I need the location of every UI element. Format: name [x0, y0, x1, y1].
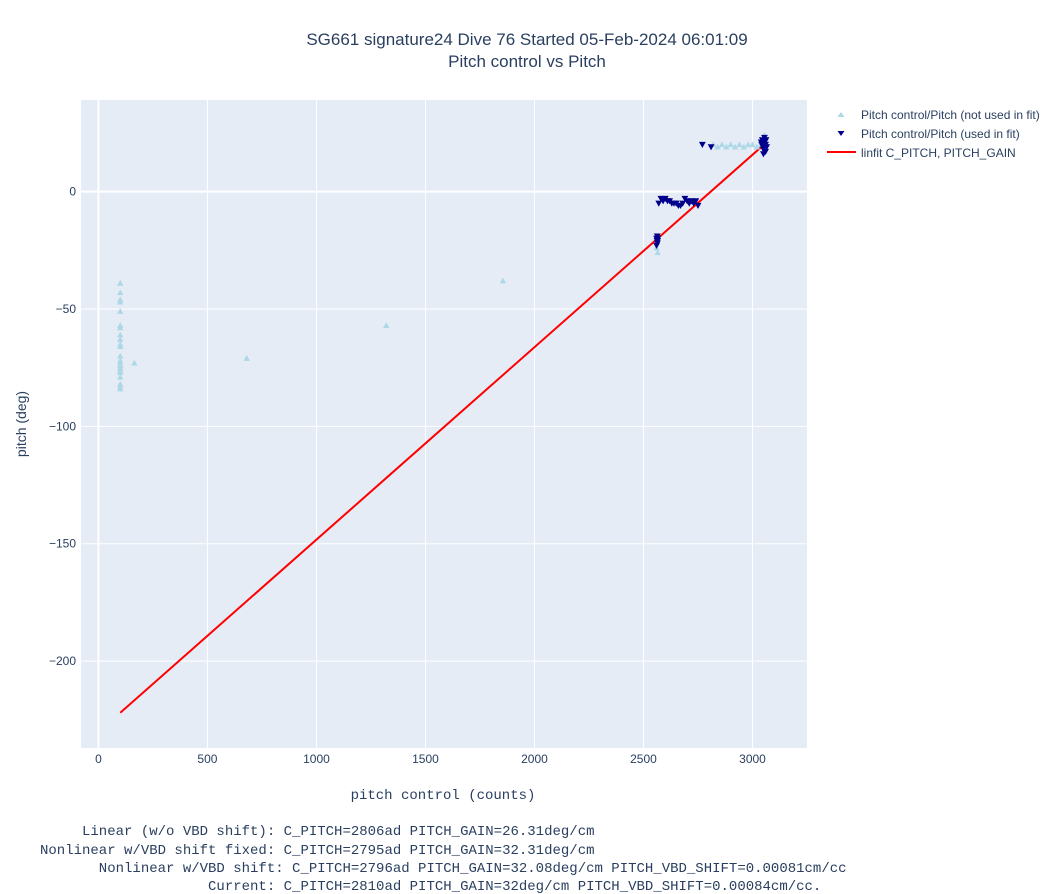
point-not-used: [131, 359, 138, 366]
point-not-used: [723, 143, 730, 150]
point-not-used: [714, 143, 721, 150]
point-not-used: [718, 141, 726, 148]
point-not-used: [117, 343, 124, 350]
point-not-used: [749, 141, 756, 148]
y-tick-label: −150: [49, 537, 76, 551]
x-tick-label: 3000: [739, 752, 766, 766]
point-not-used: [740, 143, 747, 150]
fit-annotations: Linear (w/o VBD shift): C_PITCH=2806ad P…: [40, 824, 847, 894]
annotation-current: Current: C_PITCH=2810ad PITCH_GAIN=32deg…: [40, 879, 821, 894]
chart-subtitle: Pitch control vs Pitch: [448, 52, 606, 71]
y-tick-label: −100: [49, 419, 76, 433]
annotation-linear: Linear (w/o VBD shift): C_PITCH=2806ad P…: [40, 824, 595, 840]
y-tick-label: 0: [69, 185, 76, 199]
point-used: [759, 151, 767, 158]
data-layer: [117, 132, 771, 714]
point-not-used: [117, 352, 124, 359]
y-tick-label: −50: [56, 302, 77, 316]
point-not-used: [731, 143, 739, 150]
point-not-used: [654, 249, 661, 256]
point-not-used: [383, 322, 390, 328]
annotation-nonlinear-shift: Nonlinear w/VBD shift: C_PITCH=2796ad PI…: [40, 861, 847, 877]
point-not-used: [117, 385, 124, 392]
point-not-used: [499, 277, 507, 284]
x-tick-labels: 0 500 1000 1500 2000 2500 3000: [95, 752, 766, 766]
x-tick-label: 0: [95, 752, 102, 766]
x-axis-label: pitch control (counts): [351, 788, 536, 804]
chart-title: SG661 signature24 Dive 76 Started 05-Feb…: [306, 30, 747, 49]
point-used: [698, 141, 706, 149]
point-used: [692, 198, 700, 205]
y-tick-label: −200: [49, 654, 76, 668]
point-not-used: [117, 289, 124, 296]
point-not-used: [727, 141, 734, 148]
x-tick-label: 1500: [412, 752, 439, 766]
point-not-used: [736, 141, 743, 148]
legend-item-used[interactable]: Pitch control/Pitch (used in fit): [837, 127, 1020, 141]
point-used: [762, 141, 769, 149]
legend-triangle-up-marker: [837, 112, 845, 117]
point-used: [653, 242, 660, 249]
point-not-used: [117, 331, 124, 338]
point-used: [654, 238, 662, 245]
y-axis-label: pitch (deg): [13, 391, 29, 457]
annotation-nonlinear-fixed: Nonlinear w/VBD shift fixed: C_PITCH=279…: [40, 843, 595, 859]
point-not-used: [744, 141, 752, 148]
x-tick-label: 500: [197, 752, 217, 766]
point-not-used: [117, 308, 124, 314]
point-not-used: [117, 369, 124, 375]
point-used: [653, 233, 661, 240]
point-not-used: [117, 324, 124, 331]
legend-label-used: Pitch control/Pitch (used in fit): [861, 127, 1020, 141]
legend-item-not-used[interactable]: Pitch control/Pitch (not used in fit): [837, 108, 1040, 122]
point-not-used: [243, 355, 250, 361]
legend: Pitch control/Pitch (not used in fit) Pi…: [827, 108, 1040, 160]
point-not-used: [753, 143, 761, 150]
point-used: [707, 144, 715, 151]
point-used: [679, 200, 687, 207]
point-not-used: [117, 298, 124, 305]
legend-label-not-used: Pitch control/Pitch (not used in fit): [861, 108, 1040, 122]
point-not-used: [117, 336, 124, 343]
point-not-used: [117, 373, 124, 380]
x-tick-label: 2000: [521, 752, 548, 766]
legend-label-linfit: linfit C_PITCH, PITCH_GAIN: [861, 146, 1016, 160]
y-tick-labels: 0 −50 −100 −150 −200: [49, 185, 76, 669]
point-not-used: [117, 279, 124, 286]
legend-item-linfit[interactable]: linfit C_PITCH, PITCH_GAIN: [827, 146, 1016, 160]
point-used: [655, 200, 663, 207]
point-used: [694, 202, 702, 210]
x-tick-label: 2500: [630, 752, 657, 766]
x-tick-label: 1000: [303, 752, 330, 766]
legend-triangle-down-marker: [837, 131, 845, 136]
